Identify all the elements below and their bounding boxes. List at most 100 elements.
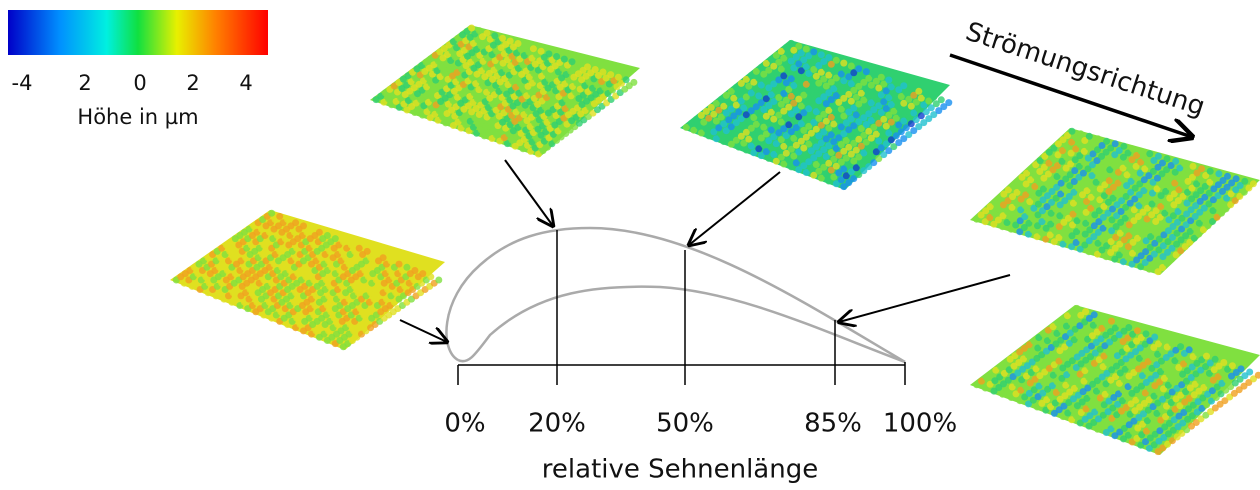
page: -4 2 0 2 4 Höhe in µm 0% 20% 50% 85% 100…	[0, 0, 1260, 490]
surface-texel	[825, 54, 832, 61]
surface-texel	[1212, 356, 1219, 363]
surface-texel	[1246, 369, 1253, 376]
surface-texel	[1073, 305, 1080, 312]
surface-texel	[1233, 175, 1240, 182]
surface-texel	[1129, 145, 1136, 152]
surface-texel	[1112, 140, 1119, 147]
surface-texel	[607, 71, 614, 78]
position-label: 50%	[656, 409, 714, 439]
chord-axis	[458, 230, 905, 385]
surface-texel	[1190, 163, 1197, 170]
colorbar-tick: 2	[78, 71, 91, 95]
surface-texel	[908, 85, 915, 92]
surface-texel	[1146, 150, 1153, 157]
surface-texel	[1108, 318, 1115, 325]
surface-texel	[507, 38, 514, 45]
surface-texel	[1125, 324, 1132, 331]
surface-texel	[600, 69, 607, 76]
position-label: 0%	[444, 409, 485, 439]
surface-texel	[300, 222, 307, 229]
surface-texel	[268, 210, 275, 217]
surface-texel	[848, 63, 855, 70]
surface-texel	[1069, 128, 1076, 135]
surface-texel	[1143, 330, 1150, 337]
surface-texel	[419, 270, 426, 277]
surface-texel	[855, 65, 862, 72]
surface-texel	[348, 242, 355, 249]
surface-texel	[1151, 334, 1158, 341]
surface-texel	[396, 261, 403, 268]
surface-texel	[863, 68, 870, 75]
surface-texel	[340, 238, 347, 245]
surface-texel	[1194, 350, 1201, 357]
flow-label: Strömungsrichtung	[962, 17, 1208, 123]
surface-texel	[324, 232, 331, 239]
surface-texel	[1238, 365, 1245, 372]
surface-texel	[1207, 168, 1214, 175]
axis-label: relative Sehnenlänge	[542, 455, 818, 485]
surface-texel	[945, 99, 952, 106]
surface-texel	[1215, 170, 1222, 177]
surface-texel	[1224, 173, 1231, 180]
surface-texel	[491, 32, 498, 39]
surface-scan	[170, 210, 445, 351]
surface-texel	[1181, 160, 1188, 167]
colorbar-tick: 0	[133, 71, 146, 95]
surface-texel	[276, 213, 283, 220]
figure: -4 2 0 2 4 Höhe in µm 0% 20% 50% 85% 100…	[0, 0, 1260, 490]
surface-texel	[840, 60, 847, 67]
surface-texel	[584, 63, 591, 70]
surface-texel	[1099, 315, 1106, 322]
surface-texel	[292, 219, 299, 226]
surface-texel	[1082, 308, 1089, 315]
position-label: 100%	[883, 409, 957, 439]
surface-texel	[1198, 165, 1205, 172]
surface-texel	[923, 91, 930, 98]
position-label: 85%	[804, 409, 862, 439]
colorbar-tick: 4	[239, 71, 252, 95]
surface-texel	[1077, 130, 1084, 137]
surface-texel	[561, 56, 568, 63]
surface-texel	[630, 79, 637, 86]
surface-texel	[388, 257, 395, 264]
surface-texel	[938, 96, 945, 103]
pointer-arrows	[400, 160, 1010, 342]
surface-texel	[364, 248, 371, 255]
surface-texel	[1120, 143, 1127, 150]
surface-texel	[1168, 340, 1175, 347]
surface-texel	[1186, 346, 1193, 353]
position-label: 20%	[528, 409, 586, 439]
colorbar-tick: 2	[186, 71, 199, 95]
surface-texel	[915, 88, 922, 95]
surface-texel	[435, 277, 442, 284]
surface-texel	[833, 57, 840, 64]
colorbar	[8, 10, 268, 55]
surface-texel	[403, 264, 410, 271]
surface-texel	[592, 66, 599, 73]
surface-texel	[545, 50, 552, 57]
surface-texel	[1172, 158, 1179, 165]
surface-texel	[930, 94, 937, 101]
surface-texel	[411, 267, 418, 274]
surface-texel	[818, 51, 825, 58]
surface-texel	[1203, 353, 1210, 360]
surface-texel	[553, 53, 560, 60]
surface-texel	[615, 74, 622, 81]
surface-texel	[356, 245, 363, 252]
surface-texel	[316, 229, 323, 236]
surface-scan	[970, 128, 1260, 275]
surface-texel	[1091, 311, 1098, 318]
colorbar-title: Höhe in µm	[77, 105, 198, 129]
surface-texel	[1241, 178, 1248, 185]
surface-texel	[878, 74, 885, 81]
surface-texel	[1134, 327, 1141, 334]
surface-texel	[788, 40, 795, 47]
surface-texel	[623, 76, 630, 83]
surface-texel	[803, 46, 810, 53]
surface-texel	[522, 43, 529, 50]
surface-texel	[1155, 153, 1162, 160]
surface-texel	[1160, 337, 1167, 344]
surface-texel	[795, 43, 802, 50]
surface-texel	[1250, 180, 1257, 187]
surface-texel	[427, 273, 434, 280]
